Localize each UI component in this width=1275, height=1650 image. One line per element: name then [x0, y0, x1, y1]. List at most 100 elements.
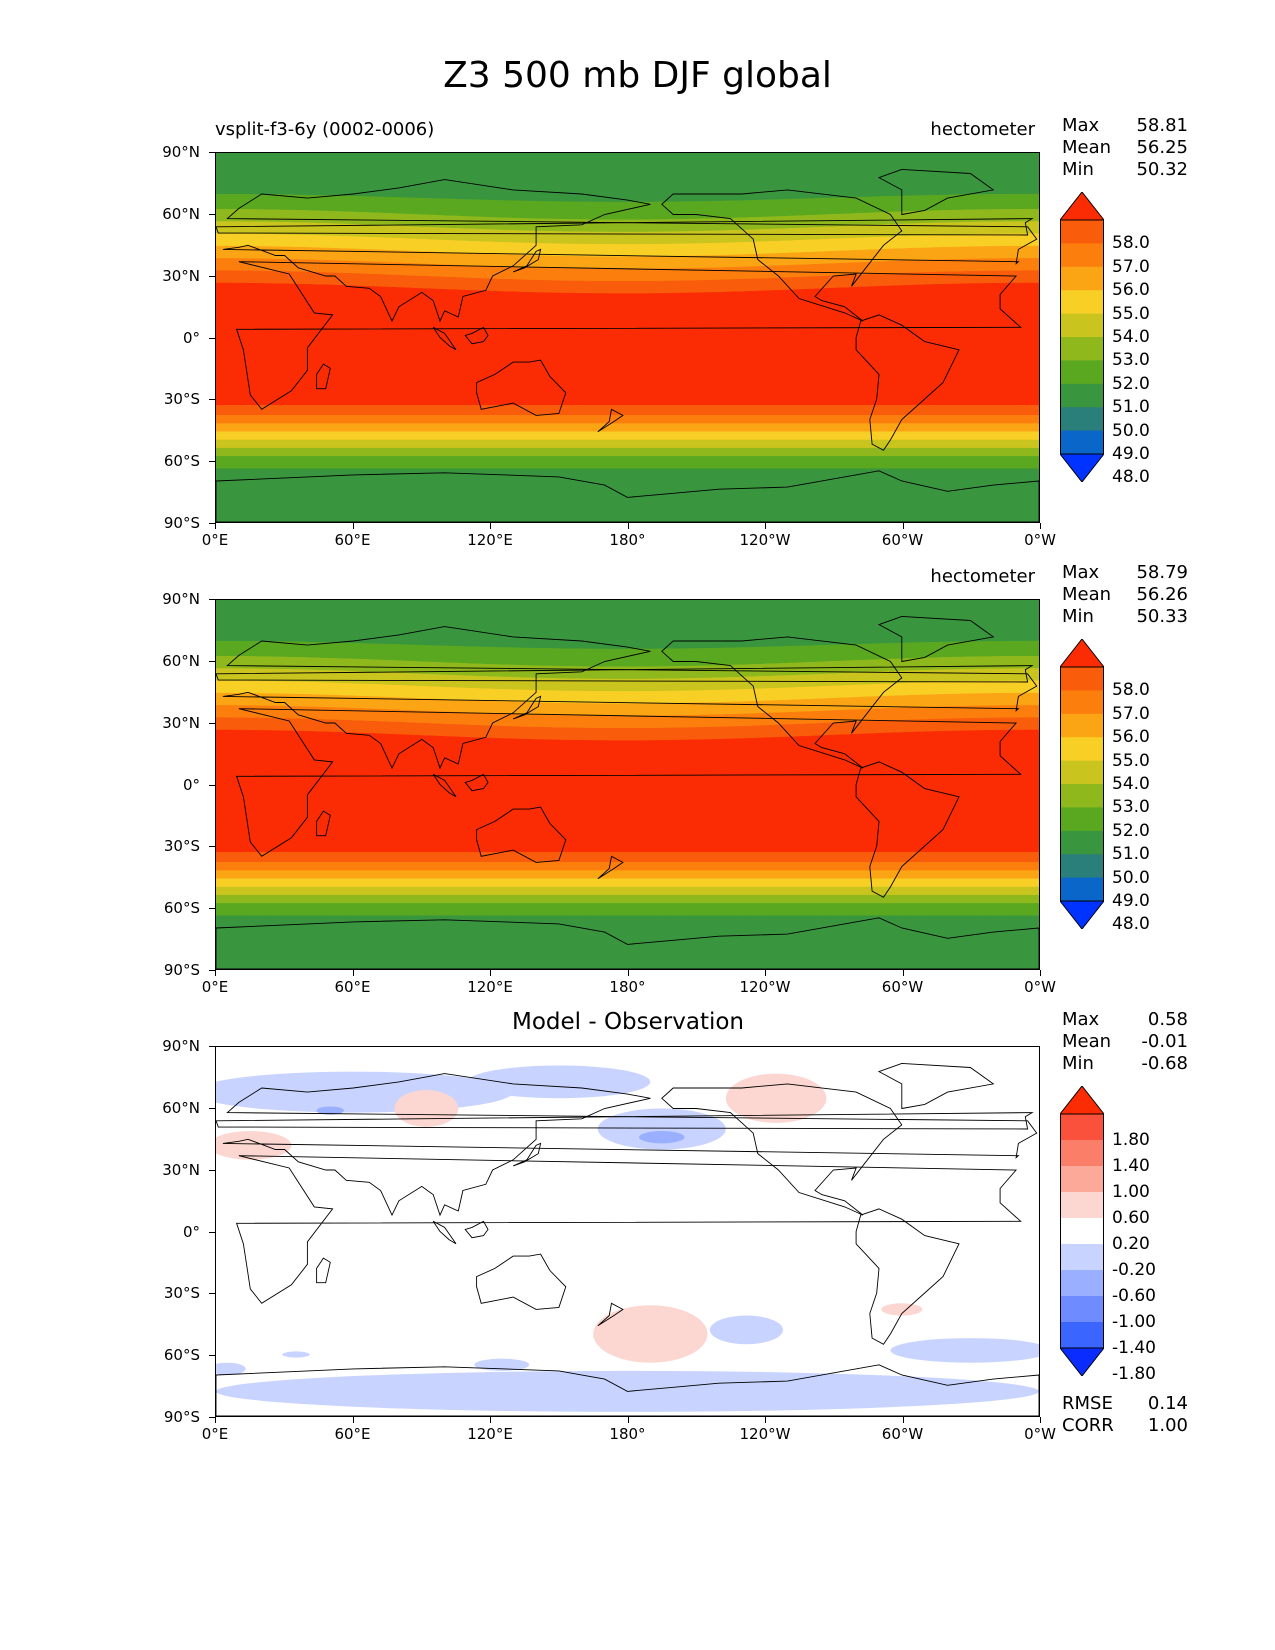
lat-tick	[209, 1169, 215, 1171]
colorbar-tick-label: 56.0	[1112, 727, 1150, 748]
stat-row: Mean -0.01	[1062, 1031, 1188, 1053]
metric-value: 1.00	[1147, 1415, 1188, 1436]
lat-tick-label: 60°N	[162, 204, 200, 223]
colorbar-segment	[1060, 1114, 1104, 1141]
lat-tick	[209, 1293, 215, 1295]
colorbar-tick-label: 52.0	[1112, 820, 1150, 841]
colorbar-segment	[1060, 1140, 1104, 1167]
difference-contour	[216, 1131, 292, 1160]
lon-tick	[627, 523, 629, 529]
lat-tick	[209, 1355, 215, 1357]
coastline	[877, 615, 995, 663]
colorbar-segment	[1060, 1166, 1104, 1193]
difference-contour	[638, 1131, 685, 1144]
colorbar-tick-label: 53.0	[1112, 797, 1150, 818]
lat-tick-label: 60°S	[163, 1346, 200, 1365]
coastline	[513, 1142, 542, 1167]
difference-contour	[394, 1090, 459, 1127]
stat-value: 58.79	[1136, 562, 1188, 583]
colorbar-tick-label: 57.0	[1112, 256, 1150, 277]
lon-tick	[902, 970, 904, 976]
panel-title: Model - Observation	[511, 1009, 745, 1035]
panel-subtitle: vsplit-f3-6y (0002-0006)	[215, 119, 435, 140]
lat-tick	[209, 461, 215, 463]
colorbar-segment	[1060, 1244, 1104, 1271]
lat-tick	[209, 152, 215, 153]
colorbar-tick-label: 1.80	[1112, 1130, 1150, 1150]
stat-value: 0.58	[1147, 1009, 1188, 1030]
stat-value: 56.26	[1136, 584, 1188, 605]
panel-units: hectometer	[930, 566, 1035, 587]
metric-row: CORR 1.00	[1062, 1415, 1188, 1437]
lon-tick-label: 0°E	[201, 978, 229, 996]
lat-tick-label: 0°	[182, 1222, 200, 1241]
coastline	[222, 626, 1038, 770]
colorbar-tick-label: 51.0	[1112, 844, 1150, 865]
lat-tick-label: 30°N	[162, 266, 200, 285]
colorbar-segment	[1060, 1218, 1104, 1245]
lat-tick-label: 30°N	[162, 1160, 200, 1179]
colorbar-tick-label: 53.0	[1112, 350, 1150, 371]
difference-contour	[474, 1358, 530, 1371]
stat-label: Max	[1062, 562, 1100, 583]
stat-row: Min 50.32	[1062, 159, 1188, 181]
metric-label: CORR	[1062, 1415, 1114, 1436]
metric-value: 0.14	[1147, 1393, 1188, 1414]
colorbar-segment	[1060, 1296, 1104, 1323]
lon-tick	[352, 1417, 354, 1423]
colorbar-segment	[1060, 266, 1104, 291]
colorbar-tick-label: 50.0	[1112, 867, 1150, 888]
stats-block: Max 58.81 Mean 56.25 Min 50.32	[1062, 115, 1188, 181]
coastline	[216, 917, 1039, 969]
difference-contour	[890, 1338, 1039, 1363]
test-model-panel: vsplit-f3-6y (0002-0006) hectometer 90°N 60…	[0, 115, 1275, 585]
coastline	[316, 363, 331, 390]
coastline	[661, 636, 903, 769]
colorbar-segment	[1060, 854, 1104, 879]
coastline	[513, 695, 542, 720]
colorbar-segment	[1060, 1270, 1104, 1297]
panel-units: hectometer	[930, 119, 1035, 140]
difference-contour	[881, 1303, 923, 1316]
contour-band	[216, 423, 1039, 433]
coastline	[235, 1155, 1022, 1304]
contour-band	[216, 862, 1039, 871]
colorbar-segment	[1060, 877, 1104, 902]
stat-label: Mean	[1062, 584, 1112, 605]
lat-tick	[209, 722, 215, 724]
lat-tick-label: 0°	[182, 775, 200, 794]
colorbar-tick-label: 54.0	[1112, 327, 1150, 347]
lat-tick-label: 60°N	[162, 1098, 200, 1117]
stat-row: Min -0.68	[1062, 1053, 1188, 1075]
coastline	[855, 314, 960, 451]
stat-label: Mean	[1062, 137, 1112, 158]
lon-tick	[1040, 970, 1041, 976]
coastline	[432, 326, 457, 351]
lon-tick	[490, 970, 491, 976]
coastline	[877, 1062, 995, 1110]
coastline	[661, 189, 903, 322]
coastline	[855, 1208, 960, 1345]
lon-tick	[490, 523, 491, 529]
lon-tick-label: 60°E	[334, 531, 371, 549]
coastline	[235, 261, 1022, 410]
colorbar-tick-label: 48.0	[1112, 914, 1150, 935]
colorbar-tick-label: 0.20	[1112, 1234, 1150, 1254]
difference-contour	[316, 1106, 345, 1115]
contour-band	[216, 915, 1039, 969]
coastline	[216, 1364, 1039, 1416]
stat-row: Max 58.81	[1062, 115, 1188, 137]
lat-tick-label: 30°S	[163, 837, 200, 856]
lon-tick	[765, 970, 766, 976]
reference-panel: hectometer 90°N 60°N 30°N 0° 30°S 60°S 90°S 0°E 6…	[0, 562, 1275, 1032]
lat-tick-label: 90°N	[162, 143, 200, 161]
coastline	[316, 1257, 331, 1284]
difference-contour	[709, 1315, 783, 1345]
colorbar-segment	[1060, 220, 1104, 244]
metric-label: RMSE	[1062, 1393, 1113, 1414]
colorbar-tick-label: 51.0	[1112, 397, 1150, 418]
map-plot-area	[215, 599, 1040, 970]
lat-tick-label: 60°N	[162, 651, 200, 670]
colorbar-tick-label: 55.0	[1112, 303, 1150, 324]
lon-tick-label: 0°E	[201, 1425, 229, 1443]
